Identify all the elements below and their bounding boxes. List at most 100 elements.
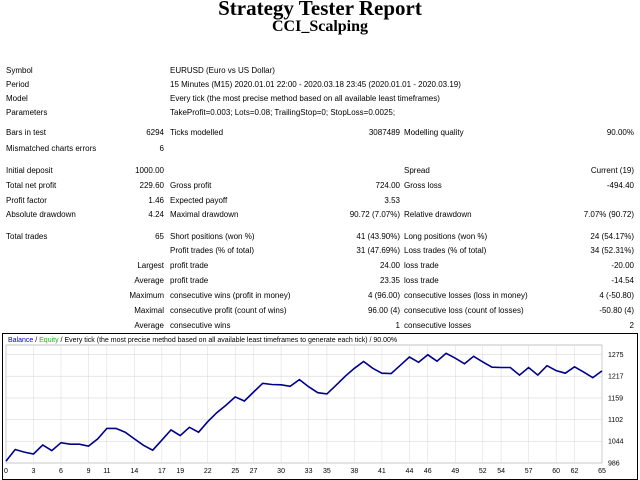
deposit-label: Initial deposit xyxy=(6,166,53,175)
average-profit-trade-label: profit trade xyxy=(170,276,209,285)
x-tick-label: 57 xyxy=(525,468,533,475)
balance-chart: 1275 1217 1159 1102 1044 986 0 3 6 9 11 14 17 19 22 25… xyxy=(2,333,638,480)
long-positions-label: Long positions (won %) xyxy=(404,232,488,241)
average-profit-trade-value: 23.35 xyxy=(379,276,400,285)
x-tick-label: 6 xyxy=(59,468,63,475)
quality-label: Modelling quality xyxy=(404,128,464,137)
x-tick-label: 9 xyxy=(87,468,91,475)
bars-value: 6294 xyxy=(146,128,164,137)
average-loss-trade-label: loss trade xyxy=(404,276,439,285)
relative-drawdown-value: 7.07% (90.72) xyxy=(583,210,634,219)
average-consecutive-losses-label: consecutive losses xyxy=(404,321,472,330)
period-label: Period xyxy=(6,80,30,89)
symbol-label: Symbol xyxy=(6,66,33,75)
expected-payoff-value: 3.53 xyxy=(384,196,400,205)
max-consecutive-wins-label: consecutive wins (profit in money) xyxy=(170,291,291,300)
x-tick-label: 38 xyxy=(351,468,359,475)
absolute-drawdown-label: Absolute drawdown xyxy=(6,210,76,219)
absolute-drawdown-value: 4.24 xyxy=(148,210,164,219)
plot-area xyxy=(5,344,603,464)
model-value: Every tick (the most precise method base… xyxy=(170,94,440,103)
legend-equity: Equity xyxy=(39,337,59,344)
report-title: Strategy Tester Report xyxy=(218,0,422,20)
mismatch-value: 6 xyxy=(159,144,164,153)
loss-trades-value: 34 (52.31%) xyxy=(590,246,634,255)
mismatch-label: Mismatched charts errors xyxy=(6,144,97,153)
average-consecutive-wins-value: 1 xyxy=(395,321,400,330)
expected-payoff-label: Expected payoff xyxy=(170,196,228,205)
short-positions-label: Short positions (won %) xyxy=(170,232,255,241)
largest-profit-trade-label: profit trade xyxy=(170,261,209,270)
x-tick-label: 11 xyxy=(103,468,110,475)
parameters-label: Parameters xyxy=(6,108,48,117)
x-tick-label: 35 xyxy=(323,468,331,475)
chart-grid xyxy=(5,345,603,464)
quality-value: 90.00% xyxy=(606,128,634,137)
max-consecutive-wins-value: 4 (96.00) xyxy=(367,291,400,300)
y-tick-label: 1044 xyxy=(608,439,624,446)
model-label: Model xyxy=(6,94,28,103)
profit-trades-value: 31 (47.69%) xyxy=(356,246,400,255)
average-consecutive-wins-label: consecutive wins xyxy=(170,321,231,330)
parameters-value: TakeProfit=0.003; Lots=0.08; TrailingSto… xyxy=(170,108,396,117)
ticks-value: 3087489 xyxy=(368,128,400,137)
deposit-value: 1000.00 xyxy=(135,166,164,175)
gross-loss-label: Gross loss xyxy=(404,181,442,190)
y-tick-label: 1102 xyxy=(608,417,623,424)
x-tick-label: 65 xyxy=(598,468,606,475)
largest-loss-trade-value: -20.00 xyxy=(611,261,634,270)
ticks-label: Ticks modelled xyxy=(170,128,224,137)
x-tick-label: 54 xyxy=(497,468,505,475)
x-tick-label: 22 xyxy=(204,468,212,475)
maximal-consecutive-profit-label: consecutive profit (count of wins) xyxy=(170,306,287,315)
gross-profit-value: 724.00 xyxy=(375,181,400,190)
x-tick-label: 44 xyxy=(406,468,414,475)
largest-label: Largest xyxy=(137,261,164,270)
average-loss-trade-value: -14.54 xyxy=(611,276,634,285)
gross-profit-label: Gross profit xyxy=(170,181,212,190)
balance-series-line xyxy=(5,352,603,462)
maximal-consecutive-loss-label: consecutive loss (count of losses) xyxy=(404,306,524,315)
net-profit-value: 229.60 xyxy=(139,181,164,190)
relative-drawdown-label: Relative drawdown xyxy=(404,210,472,219)
x-tick-label: 33 xyxy=(305,468,313,475)
profit-trades-label: Profit trades (% of total) xyxy=(170,246,255,255)
average2-label: Average xyxy=(134,321,164,330)
x-tick-label: 62 xyxy=(571,468,579,475)
largest-profit-trade-value: 24.00 xyxy=(379,261,400,270)
average-label: Average xyxy=(134,276,164,285)
y-tick-label: 1217 xyxy=(608,374,624,381)
max-consecutive-losses-value: 4 (-50.80) xyxy=(599,291,634,300)
x-tick-label: 30 xyxy=(277,468,285,475)
loss-trades-label: Loss trades (% of total) xyxy=(404,246,487,255)
x-tick-label: 52 xyxy=(479,468,487,475)
maximal-label: Maximal xyxy=(134,306,164,315)
legend-balance: Balance xyxy=(8,337,33,344)
bars-label: Bars in test xyxy=(6,128,47,137)
profit-factor-label: Profit factor xyxy=(6,196,47,205)
period-value: 15 Minutes (M15) 2020.01.01 22:00 - 2020… xyxy=(170,80,461,89)
profit-factor-value: 1.46 xyxy=(148,196,164,205)
largest-loss-trade-label: loss trade xyxy=(404,261,439,270)
average-consecutive-losses-value: 2 xyxy=(629,321,634,330)
maximal-consecutive-profit-value: 96.00 (4) xyxy=(367,306,400,315)
y-tick-label: 1275 xyxy=(608,352,624,359)
symbol-value: EURUSD (Euro vs US Dollar) xyxy=(170,66,275,75)
x-tick-label: 17 xyxy=(158,468,166,475)
legend-sep-1: / xyxy=(33,337,39,344)
max-consecutive-losses-label: consecutive losses (loss in money) xyxy=(404,291,528,300)
x-tick-label: 49 xyxy=(451,468,459,475)
gross-loss-value: -494.40 xyxy=(606,181,634,190)
x-tick-label: 46 xyxy=(424,468,432,475)
maximum-label: Maximum xyxy=(129,291,164,300)
long-positions-value: 24 (54.17%) xyxy=(590,232,634,241)
x-tick-label: 3 xyxy=(32,468,36,475)
y-tick-label: 986 xyxy=(608,461,620,468)
x-tick-label: 0 xyxy=(4,468,8,475)
maximal-consecutive-loss-value: -50.80 (4) xyxy=(599,306,634,315)
legend-text: Every tick (the most precise method base… xyxy=(64,337,397,344)
total-trades-value: 65 xyxy=(155,232,164,241)
total-trades-label: Total trades xyxy=(6,232,48,241)
spread-value: Current (19) xyxy=(590,166,634,175)
maximal-drawdown-value: 90.72 (7.07%) xyxy=(349,210,400,219)
